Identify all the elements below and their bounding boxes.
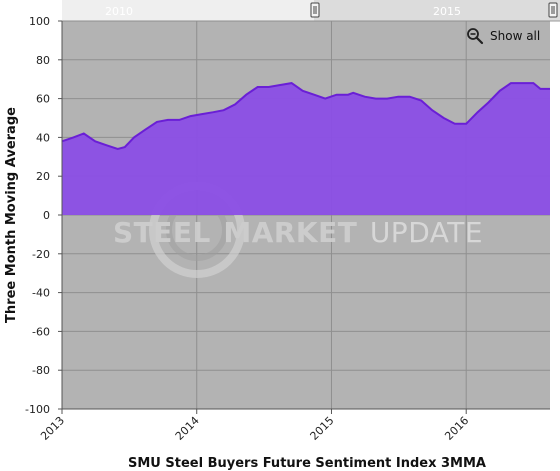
y-tick-label: -80 bbox=[32, 364, 50, 377]
watermark-text: STEEL MARKET UPDATE bbox=[113, 216, 483, 249]
navigator-left-handle[interactable] bbox=[310, 2, 320, 18]
navigator-unselected-range bbox=[62, 0, 314, 21]
y-tick-label: -100 bbox=[25, 403, 50, 416]
watermark-steel: STEEL bbox=[113, 216, 211, 249]
show-all-label: Show all bbox=[490, 29, 541, 43]
y-axis-title: Three Month Moving Average bbox=[4, 107, 19, 323]
watermark-market: MARKET bbox=[223, 216, 357, 249]
show-all-button[interactable]: Show all bbox=[466, 25, 546, 47]
y-tick-label: 80 bbox=[36, 54, 50, 67]
y-tick-label: 20 bbox=[36, 170, 50, 183]
x-tick-label: 2015 bbox=[308, 414, 337, 443]
x-axis-title: SMU Steel Buyers Future Sentiment Index … bbox=[128, 456, 486, 471]
watermark: STEEL MARKET UPDATE bbox=[113, 182, 483, 278]
y-tick-label: -60 bbox=[32, 325, 50, 338]
navigator-label-2015: 2015 bbox=[433, 5, 461, 18]
y-axis-ticks: -100 -80 -60 -40 -20 0 20 40 60 80 100 bbox=[25, 15, 62, 416]
navigator-label-2010: 2010 bbox=[105, 5, 133, 18]
y-tick-label: 100 bbox=[29, 15, 50, 28]
y-tick-label: -20 bbox=[32, 248, 50, 261]
navigator-right-handle[interactable] bbox=[548, 2, 558, 18]
series-line bbox=[61, 82, 550, 151]
series-area bbox=[62, 83, 550, 215]
x-tick-label: 2014 bbox=[173, 414, 202, 443]
x-tick-label: 2016 bbox=[442, 414, 471, 443]
series-layer bbox=[61, 82, 550, 215]
x-tick-label: 2013 bbox=[38, 414, 67, 443]
magnifier-minus-icon bbox=[467, 28, 484, 45]
y-tick-label: -40 bbox=[32, 287, 50, 300]
x-axis-ticks: 2013 2014 2015 2016 bbox=[38, 409, 471, 443]
watermark-update: UPDATE bbox=[370, 216, 483, 249]
y-tick-label: 0 bbox=[43, 209, 50, 222]
y-tick-label: 60 bbox=[36, 93, 50, 106]
range-navigator[interactable]: 2010 2015 bbox=[62, 0, 560, 22]
y-tick-label: 40 bbox=[36, 131, 50, 144]
